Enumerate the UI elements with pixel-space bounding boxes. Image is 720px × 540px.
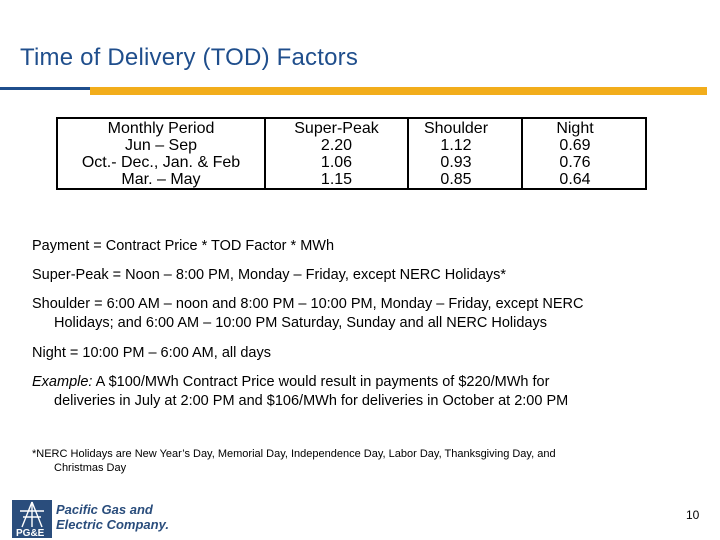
table-cell: Jun – Sep xyxy=(124,137,198,154)
page-title: Time of Delivery (TOD) Factors xyxy=(20,44,359,71)
monthly-period-column: Monthly Period Jun – Sep Oct.- Dec., Jan… xyxy=(56,117,266,190)
footnote-line-1: *NERC Holidays are New Year’s Day, Memor… xyxy=(32,448,556,460)
title-underline-gold xyxy=(90,87,707,95)
title-underline-blue xyxy=(0,87,90,90)
shoulder-definition: Shoulder = 6:00 AM – noon and 8:00 PM – … xyxy=(32,295,583,333)
tod-factors-table: Monthly Period Jun – Sep Oct.- Dec., Jan… xyxy=(56,117,647,190)
table-cell: 1.15 xyxy=(320,171,353,188)
table-cell: 0.76 xyxy=(559,154,591,171)
logo-line-2: Electric Company. xyxy=(56,517,169,532)
shoulder-line-2: Holidays; and 6:00 AM – 10:00 PM Saturda… xyxy=(54,315,547,331)
table-row: Monthly Period Jun – Sep Oct.- Dec., Jan… xyxy=(56,117,647,190)
example-line-2: deliveries in July at 2:00 PM and $106/M… xyxy=(54,393,569,409)
table-cell: 0.85 xyxy=(440,171,472,188)
table-cell: 1.12 xyxy=(440,137,472,154)
logo-line-1: Pacific Gas and xyxy=(56,502,153,517)
super-peak-definition: Super-Peak = Noon – 8:00 PM, Monday – Fr… xyxy=(32,267,507,283)
payment-formula: Payment = Contract Price * TOD Factor * … xyxy=(32,238,335,254)
night-definition: Night = 10:00 PM – 6:00 AM, all days xyxy=(32,345,271,361)
logo-wordmark: Pacific Gas and Electric Company. xyxy=(56,502,169,532)
table-cell: 0.69 xyxy=(559,137,591,154)
column-header: Monthly Period xyxy=(107,120,215,137)
example-paragraph: Example: A $100/MWh Contract Price would… xyxy=(32,373,568,411)
table-cell: Oct.- Dec., Jan. & Feb xyxy=(81,154,241,171)
table-cell: 0.64 xyxy=(559,171,591,188)
night-column: Night 0.69 0.76 0.64 xyxy=(521,117,647,190)
pge-logo-icon: PG&E xyxy=(12,500,52,539)
logo-mark-text: PG&E xyxy=(16,528,45,539)
column-header: Super-Peak xyxy=(294,120,379,137)
table-cell: Mar. – May xyxy=(121,171,201,188)
nerc-holidays-footnote: *NERC Holidays are New Year’s Day, Memor… xyxy=(32,447,556,475)
column-header: Night xyxy=(556,120,594,137)
table-cell: 2.20 xyxy=(320,137,353,154)
footnote-line-2: Christmas Day xyxy=(54,462,127,474)
table-cell: 0.93 xyxy=(440,154,472,171)
table-cell: 1.06 xyxy=(320,154,353,171)
shoulder-column: Shoulder 1.12 0.93 0.85 xyxy=(407,117,523,190)
column-header: Shoulder xyxy=(423,120,489,137)
page-number: 10 xyxy=(686,508,700,522)
super-peak-column: Super-Peak 2.20 1.06 1.15 xyxy=(264,117,409,190)
example-label: Example: xyxy=(32,374,93,390)
example-line-1: A $100/MWh Contract Price would result i… xyxy=(92,374,550,390)
shoulder-line-1: Shoulder = 6:00 AM – noon and 8:00 PM – … xyxy=(32,296,584,312)
